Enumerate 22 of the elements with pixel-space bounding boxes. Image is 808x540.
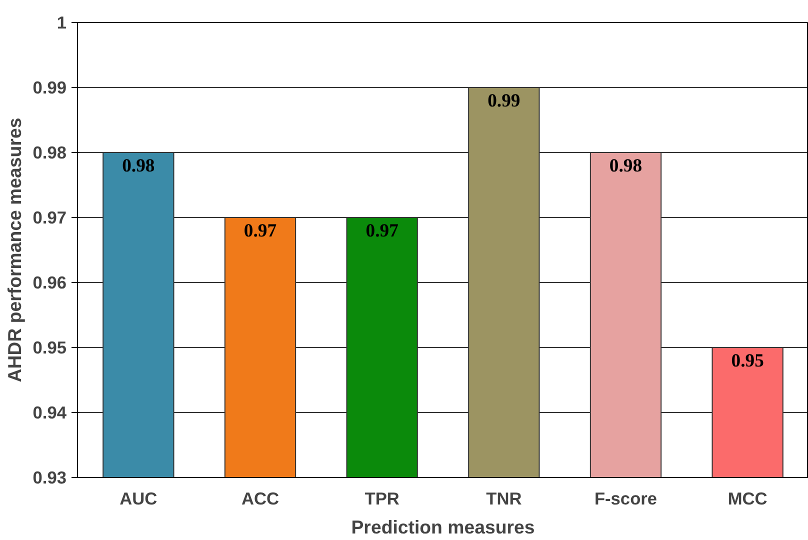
x-tick-label: TNR [486,488,522,508]
data-label: 0.98 [122,156,155,176]
y-tick-label: 0.94 [32,402,67,422]
y-tick-label: 0.95 [32,338,67,358]
x-tick-label: MCC [728,488,768,508]
data-label: 0.98 [609,156,642,176]
y-tick-label: 1 [56,12,67,32]
y-tick-label: 0.99 [32,78,67,98]
x-tick-label: TPR [364,488,400,508]
y-tick-label: 0.93 [32,468,67,488]
data-label: 0.99 [488,90,520,112]
data-label: 0.97 [244,220,277,242]
x-tick-label: ACC [241,488,280,508]
y-axis-title: AHDR performance measures [4,118,25,382]
data-label: 0.95 [731,350,764,372]
x-tick-label: F-score [594,488,658,508]
y-tick-label: 0.97 [32,208,67,228]
y-tick-label: 0.98 [32,142,67,162]
x-axis-title: Prediction measures [351,516,535,538]
data-label: 0.97 [366,220,398,242]
y-tick-label: 0.96 [32,272,67,292]
x-tick-label: AUC [120,488,158,508]
